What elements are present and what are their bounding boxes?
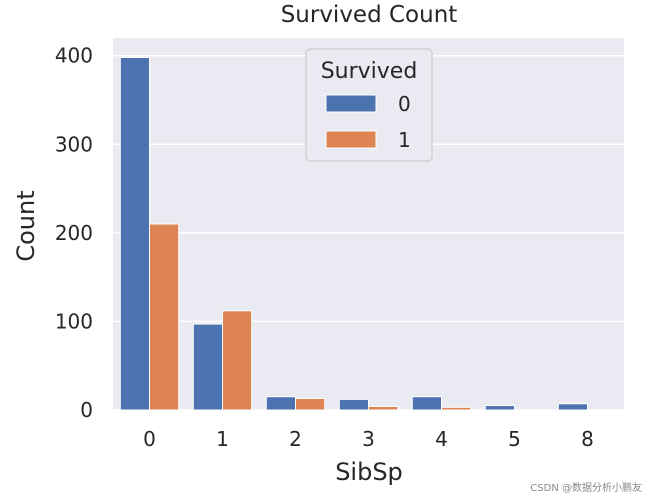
y-axis-label: Count [12,190,40,261]
x-axis-label: SibSp [335,458,403,486]
legend-entry-label: 0 [398,92,411,116]
bar-series-1-3 [368,405,399,411]
x-tick-label: 1 [216,427,229,451]
bar-series-0-3 [338,398,369,411]
x-tick-label: 3 [362,427,375,451]
bars [119,56,588,411]
x-tick-labels: 0 1 2 3 4 5 8 [143,427,594,451]
x-tick-label: 5 [508,427,521,451]
watermark: CSDN @数据分析小鹏友 [530,483,642,494]
legend-entry-label: 1 [398,128,411,152]
y-tick-label: 0 [80,398,93,422]
y-tick-label: 300 [55,132,93,156]
bar-series-0-1 [192,323,224,411]
legend: Survived 0 1 [305,48,433,162]
x-tick-label: 8 [581,427,594,451]
x-tick-label: 0 [143,427,156,451]
bar-series-0-5 [484,405,515,411]
y-tick-label: 400 [55,44,93,68]
legend-swatch [325,94,377,113]
legend-title: Survived [321,59,418,84]
chart-title: Survived Count [281,2,458,28]
y-tick-label: 100 [55,309,93,333]
bar-series-0-8 [557,403,588,411]
bar-series-1-1 [222,310,253,411]
legend-swatch [325,130,377,149]
x-tick-label: 2 [289,427,302,451]
bar-series-0-2 [265,396,296,411]
bar-series-1-0 [149,223,180,411]
bar-series-0-0 [119,56,151,411]
y-tick-labels: 0 100 200 300 400 [55,44,93,422]
x-tick-label: 4 [435,427,448,451]
y-tick-label: 200 [55,221,93,245]
bar-series-0-4 [411,396,442,411]
bar-series-1-2 [295,397,326,411]
bar-series-1-4 [441,406,472,411]
